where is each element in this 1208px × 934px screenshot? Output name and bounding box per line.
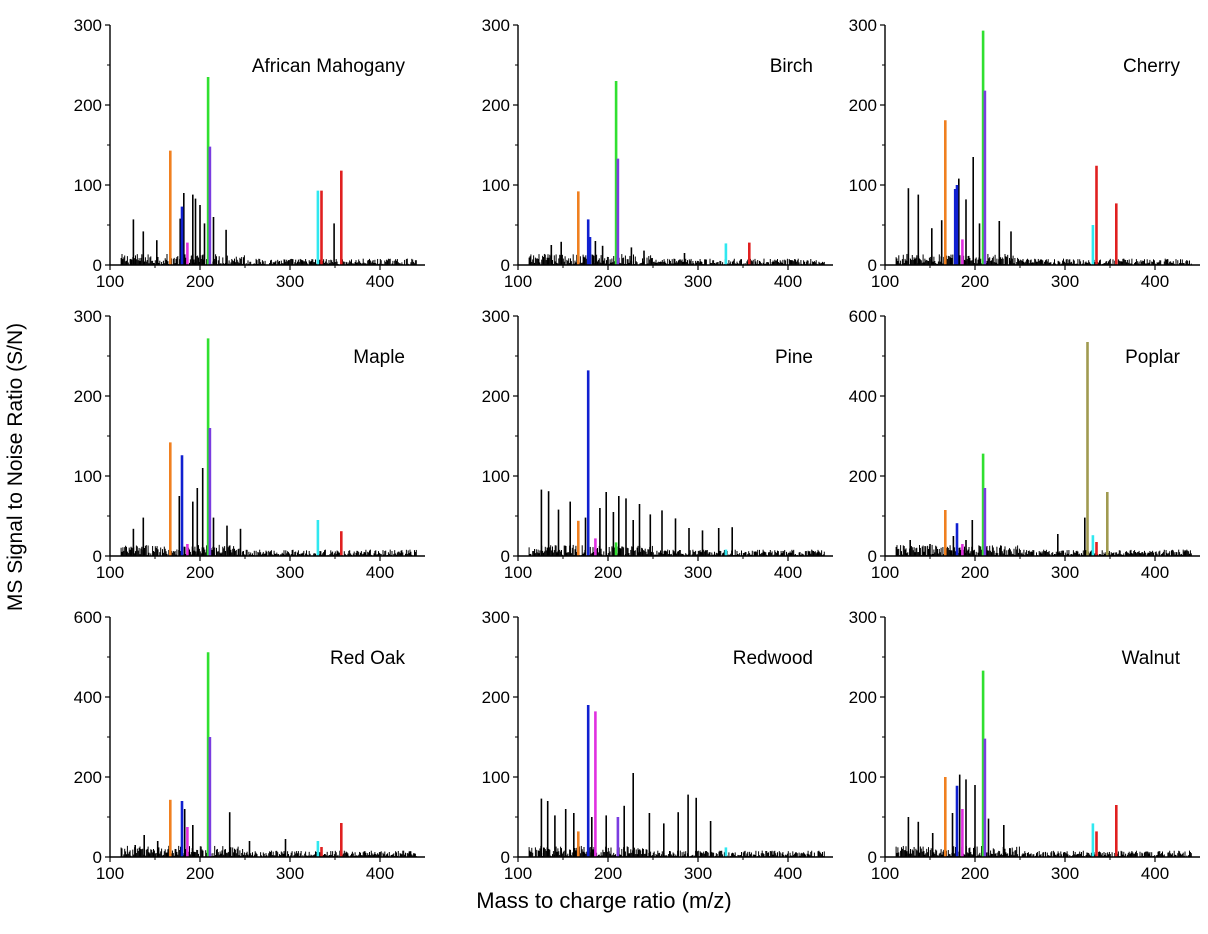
y-tick-label-0: 0 — [868, 848, 877, 867]
x-tick-label-200: 200 — [961, 563, 989, 582]
y-tick-label-200: 200 — [74, 768, 102, 787]
y-tick-label-0: 0 — [501, 256, 510, 275]
x-tick-label-100: 100 — [871, 864, 899, 883]
x-tick-label-400: 400 — [1141, 563, 1169, 582]
x-tick-label-400: 400 — [774, 563, 802, 582]
x-tick-label-400: 400 — [366, 563, 394, 582]
y-tick-label-0: 0 — [501, 547, 510, 566]
x-tick-label-300: 300 — [276, 563, 304, 582]
y-tick-label-300: 300 — [74, 307, 102, 326]
y-tick-label-100: 100 — [482, 467, 510, 486]
x-tick-label-200: 200 — [186, 563, 214, 582]
x-tick-label-400: 400 — [366, 272, 394, 291]
x-tick-label-200: 200 — [594, 272, 622, 291]
y-tick-label-100: 100 — [849, 768, 877, 787]
x-tick-label-300: 300 — [276, 864, 304, 883]
y-tick-label-200: 200 — [849, 467, 877, 486]
y-tick-label-200: 200 — [849, 688, 877, 707]
y-tick-label-300: 300 — [849, 16, 877, 35]
x-tick-label-100: 100 — [504, 864, 532, 883]
panel-title: Cherry — [1123, 56, 1181, 77]
x-tick-label-300: 300 — [1051, 272, 1079, 291]
panel-title: Redwood — [733, 648, 813, 669]
x-tick-label-200: 200 — [186, 272, 214, 291]
x-tick-label-300: 300 — [684, 864, 712, 883]
x-tick-label-400: 400 — [1141, 864, 1169, 883]
y-tick-label-400: 400 — [74, 688, 102, 707]
y-tick-label-0: 0 — [93, 256, 102, 275]
y-tick-label-100: 100 — [849, 176, 877, 195]
y-tick-label-100: 100 — [482, 768, 510, 787]
x-tick-label-100: 100 — [504, 272, 532, 291]
y-tick-label-0: 0 — [93, 848, 102, 867]
y-tick-label-600: 600 — [74, 608, 102, 627]
panel-title: Maple — [353, 347, 405, 368]
y-tick-label-200: 200 — [849, 96, 877, 115]
x-tick-label-100: 100 — [96, 272, 124, 291]
x-tick-label-200: 200 — [594, 563, 622, 582]
x-tick-label-400: 400 — [366, 864, 394, 883]
y-tick-label-300: 300 — [482, 608, 510, 627]
y-tick-label-300: 300 — [74, 16, 102, 35]
panel-title: Birch — [770, 56, 813, 77]
y-tick-label-400: 400 — [849, 387, 877, 406]
x-tick-label-300: 300 — [684, 563, 712, 582]
y-tick-label-0: 0 — [93, 547, 102, 566]
y-tick-label-300: 300 — [482, 16, 510, 35]
y-tick-label-200: 200 — [74, 96, 102, 115]
x-tick-label-100: 100 — [871, 563, 899, 582]
y-tick-label-200: 200 — [482, 688, 510, 707]
x-tick-label-100: 100 — [871, 272, 899, 291]
x-tick-label-300: 300 — [1051, 864, 1079, 883]
x-tick-label-400: 400 — [1141, 272, 1169, 291]
x-tick-label-100: 100 — [96, 864, 124, 883]
x-tick-label-100: 100 — [96, 563, 124, 582]
panel-title: Red Oak — [330, 648, 405, 669]
x-tick-label-200: 200 — [961, 864, 989, 883]
panel-title: Poplar — [1125, 347, 1181, 368]
panel-title: Walnut — [1122, 648, 1181, 669]
y-tick-label-0: 0 — [868, 256, 877, 275]
y-tick-label-200: 200 — [482, 96, 510, 115]
x-tick-label-200: 200 — [961, 272, 989, 291]
x-tick-label-200: 200 — [594, 864, 622, 883]
x-tick-label-400: 400 — [774, 272, 802, 291]
x-axis-label: Mass to charge ratio (m/z) — [476, 888, 732, 913]
x-tick-label-400: 400 — [774, 864, 802, 883]
y-tick-label-200: 200 — [482, 387, 510, 406]
y-tick-label-100: 100 — [482, 176, 510, 195]
y-tick-label-0: 0 — [501, 848, 510, 867]
panel-title: Pine — [775, 347, 813, 368]
x-tick-label-300: 300 — [1051, 563, 1079, 582]
x-tick-label-300: 300 — [276, 272, 304, 291]
y-tick-label-100: 100 — [74, 176, 102, 195]
y-tick-label-200: 200 — [74, 387, 102, 406]
x-tick-label-200: 200 — [186, 864, 214, 883]
y-tick-label-100: 100 — [74, 467, 102, 486]
y-tick-label-300: 300 — [482, 307, 510, 326]
panel-title: African Mahogany — [252, 56, 406, 77]
y-tick-label-600: 600 — [849, 307, 877, 326]
x-tick-label-100: 100 — [504, 563, 532, 582]
y-tick-label-300: 300 — [849, 608, 877, 627]
x-tick-label-300: 300 — [684, 272, 712, 291]
y-tick-label-0: 0 — [868, 547, 877, 566]
